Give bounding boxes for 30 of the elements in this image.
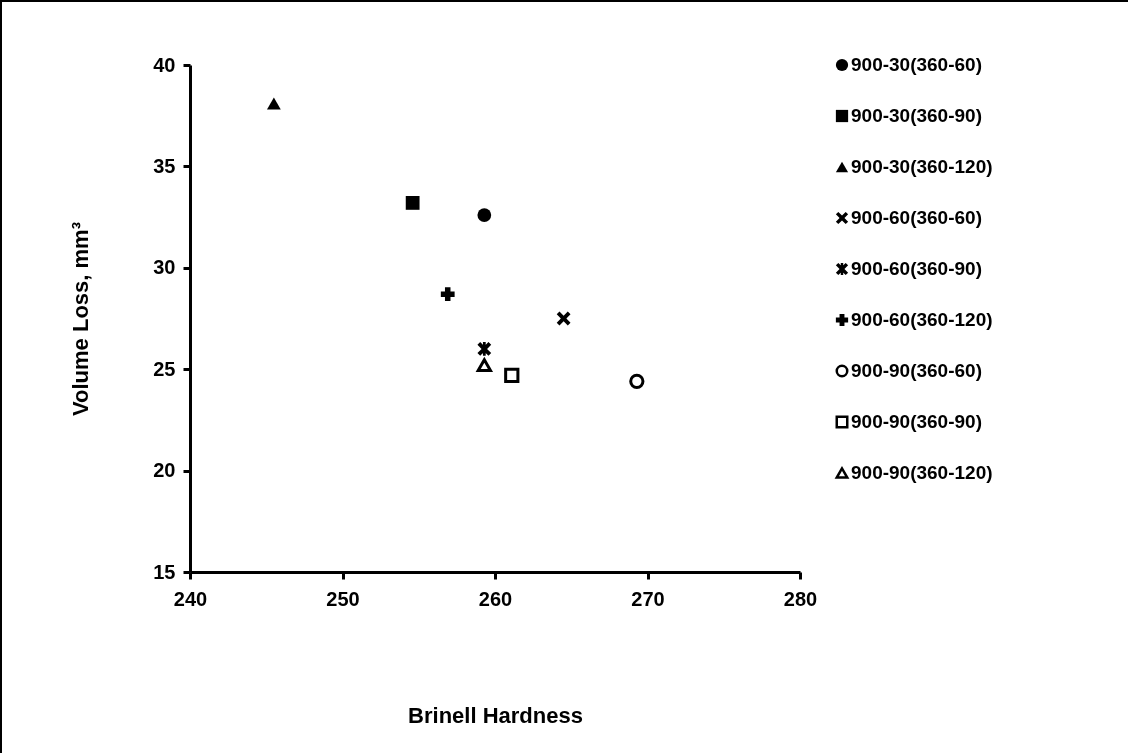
x-tick-label: 250	[326, 587, 360, 610]
legend-label: 900-90(360-90)	[851, 411, 982, 432]
legend-label: 900-60(360-60)	[851, 207, 982, 228]
point	[556, 311, 571, 326]
point	[476, 358, 492, 372]
point	[266, 97, 281, 110]
x-axis-title: Brinell Hardness	[408, 702, 583, 728]
x-tick-label: 240	[173, 587, 208, 610]
x-tick-label: 260	[478, 587, 513, 610]
point	[504, 367, 520, 383]
legend-label: 900-90(360-60)	[851, 360, 982, 381]
legend-label: 900-60(360-90)	[851, 258, 982, 279]
legend-label: 900-30(360-60)	[851, 54, 982, 75]
x-tick-label: 270	[631, 587, 665, 610]
legend-label: 900-30(360-90)	[851, 105, 982, 126]
y-tick-label: 15	[153, 560, 176, 583]
y-tick-label: 25	[153, 357, 176, 380]
y-tick-label: 20	[153, 459, 176, 482]
legend-label: 900-60(360-120)	[851, 309, 993, 330]
legend-label: 900-30(360-120)	[851, 156, 993, 177]
x-tick-label: 280	[783, 587, 818, 610]
y-tick-label: 30	[153, 256, 176, 279]
point	[477, 208, 492, 222]
point	[629, 373, 645, 389]
y-tick-label: 35	[153, 154, 176, 177]
legend-label: 900-90(360-120)	[851, 462, 993, 483]
point	[405, 196, 420, 210]
y-axis-title: Volume Loss, mm³	[68, 222, 94, 416]
y-tick-label: 40	[153, 53, 176, 76]
point	[440, 287, 455, 302]
